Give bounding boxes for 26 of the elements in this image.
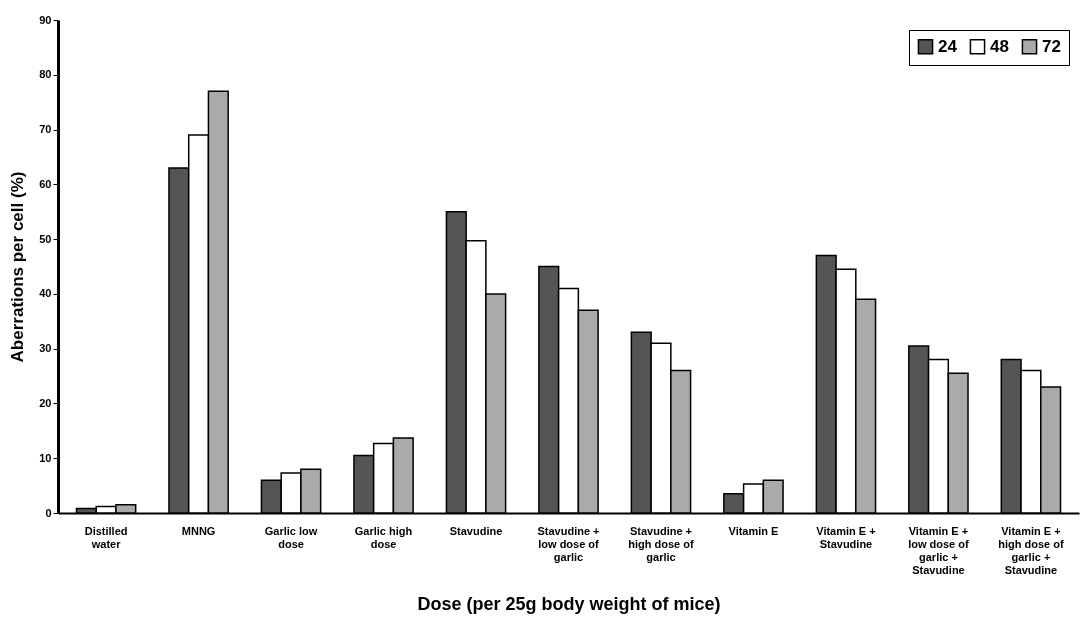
x-tick-label: Vitamin E: [728, 524, 779, 537]
y-tick-label: 0: [45, 506, 52, 519]
legend-label: 24: [938, 36, 958, 56]
x-tick-label: Garlic high dose: [354, 524, 413, 550]
x-tick-label: MNNG: [181, 524, 216, 537]
x-tick-label: Stavudine + low dose of garlic: [537, 524, 600, 563]
y-tick-label: 60: [39, 177, 52, 190]
x-axis-title: Dose (per 25g body weight of mice): [417, 593, 721, 614]
x-tick-label: Garlic low dose: [264, 524, 318, 550]
y-tick-label: 40: [39, 287, 52, 300]
y-tick-label: 70: [39, 123, 52, 136]
x-tick-label: Vitamin E + high dose of garlic + Stavudine: [998, 524, 1064, 576]
x-tick-label: Vitamin E + low dose of garlic + Stavudine: [908, 524, 970, 576]
y-tick-label: 20: [39, 396, 52, 409]
x-tick-label: Stavudine + high dose of garlic: [628, 524, 695, 563]
y-tick-label: 80: [39, 68, 52, 81]
y-tick-label: 10: [39, 451, 52, 464]
y-tick-label: 50: [39, 232, 52, 245]
y-tick-label: 90: [39, 13, 52, 26]
x-tick-label: Stavudine: [449, 524, 503, 537]
x-tick-label: Vitamin E + Stavudine: [816, 524, 876, 550]
legend-label: 48: [990, 36, 1009, 56]
y-axis-title: Aberrations per cell (%): [8, 171, 28, 363]
y-tick-label: 30: [39, 342, 52, 355]
legend-label: 72: [1042, 36, 1061, 56]
x-tick-label: Distilled water: [84, 524, 128, 550]
